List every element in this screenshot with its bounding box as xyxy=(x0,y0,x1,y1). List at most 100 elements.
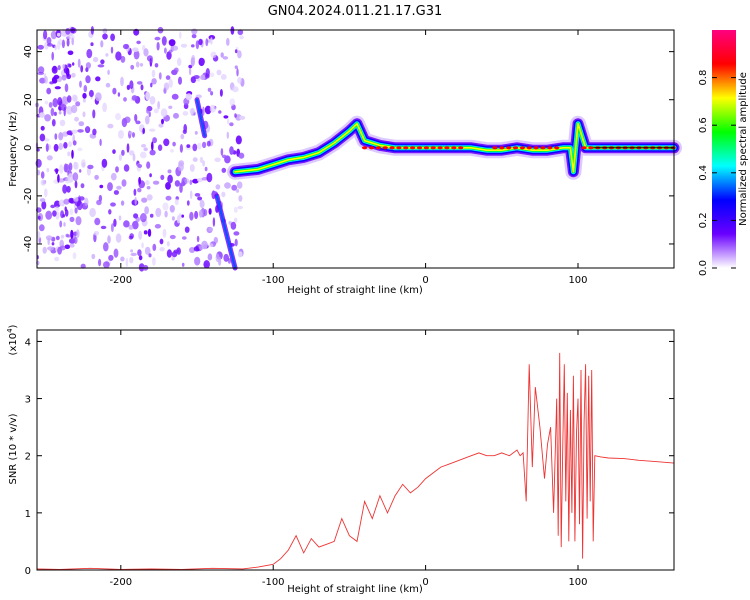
noise-speck xyxy=(164,47,167,54)
noise-speck xyxy=(218,110,222,114)
noise-speck xyxy=(180,43,188,48)
y-tick-label: 1 xyxy=(25,509,31,520)
y-tick-label: 4 xyxy=(25,337,31,348)
noise-speck xyxy=(221,191,226,198)
noise-speck xyxy=(117,92,121,97)
noise-speck xyxy=(43,30,48,40)
noise-speck xyxy=(50,107,55,117)
noise-speck xyxy=(121,149,125,156)
noise-speck xyxy=(47,246,54,251)
noise-speck xyxy=(139,63,144,67)
noise-speck xyxy=(77,58,81,68)
noise-speck xyxy=(82,98,86,103)
noise-speck xyxy=(103,242,109,252)
noise-speck xyxy=(53,74,60,80)
noise-speck xyxy=(237,205,243,210)
noise-speck xyxy=(110,46,114,54)
noise-speck xyxy=(120,76,124,87)
noise-speck xyxy=(182,129,187,135)
noise-speck xyxy=(92,56,99,63)
noise-speck xyxy=(98,194,103,202)
noise-speck xyxy=(135,61,140,68)
ridge-peak xyxy=(375,146,381,150)
noise-speck xyxy=(66,73,72,80)
noise-speck xyxy=(235,188,240,193)
noise-speck xyxy=(54,44,57,51)
noise-speck xyxy=(185,93,192,101)
noise-speck xyxy=(194,131,198,135)
noise-speck xyxy=(193,246,200,252)
noise-speck xyxy=(198,209,203,218)
noise-speck xyxy=(192,143,198,152)
colorbar: 0.0 0.2 0.4 0.6 0.8 Normalized spectral ampl… xyxy=(698,30,749,276)
noise-speck xyxy=(94,217,101,226)
noise-speck xyxy=(199,156,204,163)
noise-speck xyxy=(68,197,74,204)
noise-speck xyxy=(180,133,185,140)
noise-speck xyxy=(105,82,111,88)
noise-speck xyxy=(74,116,79,122)
noise-speck xyxy=(181,236,187,240)
noise-speck xyxy=(174,198,179,206)
noise-speck xyxy=(208,227,213,232)
noise-speck xyxy=(129,257,134,264)
noise-speck xyxy=(123,164,130,172)
ridge-peak xyxy=(458,146,464,150)
noise-speck xyxy=(234,49,238,54)
noise-speck xyxy=(210,37,213,45)
noise-speck xyxy=(161,36,167,46)
noise-speck xyxy=(202,160,206,167)
noise-speck xyxy=(57,65,61,71)
noise-speck xyxy=(40,171,45,179)
noise-speck xyxy=(70,229,74,239)
noise-speck xyxy=(157,101,161,110)
noise-speck xyxy=(113,218,117,227)
noise-speck xyxy=(103,261,110,269)
noise-speck xyxy=(36,169,41,176)
noise-speck xyxy=(222,56,229,60)
noise-speck xyxy=(116,185,122,190)
noise-speck xyxy=(188,64,193,69)
noise-speck xyxy=(216,69,222,76)
noise-speck xyxy=(76,229,80,238)
noise-speck xyxy=(48,102,53,108)
noise-speck xyxy=(149,149,156,156)
noise-speck xyxy=(121,117,128,128)
noise-speck xyxy=(145,91,151,101)
noise-speck xyxy=(129,150,135,156)
noise-speck xyxy=(146,107,150,114)
noise-speck xyxy=(152,180,160,185)
noise-speck xyxy=(62,64,66,69)
noise-speck xyxy=(63,198,70,205)
noise-speck xyxy=(140,151,147,159)
noise-speck xyxy=(171,45,179,51)
snr-y-scale-suffix: ) xyxy=(8,324,19,328)
noise-speck xyxy=(191,34,197,39)
noise-speck xyxy=(234,113,237,118)
noise-speck xyxy=(81,159,86,169)
noise-speck xyxy=(73,161,77,170)
noise-speck xyxy=(99,184,104,189)
noise-speck xyxy=(66,38,70,47)
noise-speck xyxy=(197,142,202,150)
noise-speck xyxy=(68,141,73,148)
noise-speck xyxy=(58,132,64,141)
noise-speck xyxy=(72,62,75,66)
noise-speck xyxy=(159,238,164,245)
noise-speck xyxy=(65,28,71,35)
noise-speck xyxy=(71,94,76,102)
noise-speck xyxy=(134,114,138,122)
noise-speck xyxy=(112,87,117,95)
noise-speck xyxy=(201,240,208,250)
noise-speck xyxy=(194,256,201,266)
noise-speck xyxy=(44,188,48,198)
noise-speck xyxy=(165,195,172,201)
noise-speck xyxy=(80,183,85,189)
noise-speck xyxy=(61,74,67,81)
noise-speck xyxy=(58,38,63,46)
noise-speck xyxy=(166,249,172,258)
noise-speck xyxy=(194,193,201,197)
y-tick-label: 20 xyxy=(23,93,34,106)
noise-speck xyxy=(148,253,152,258)
